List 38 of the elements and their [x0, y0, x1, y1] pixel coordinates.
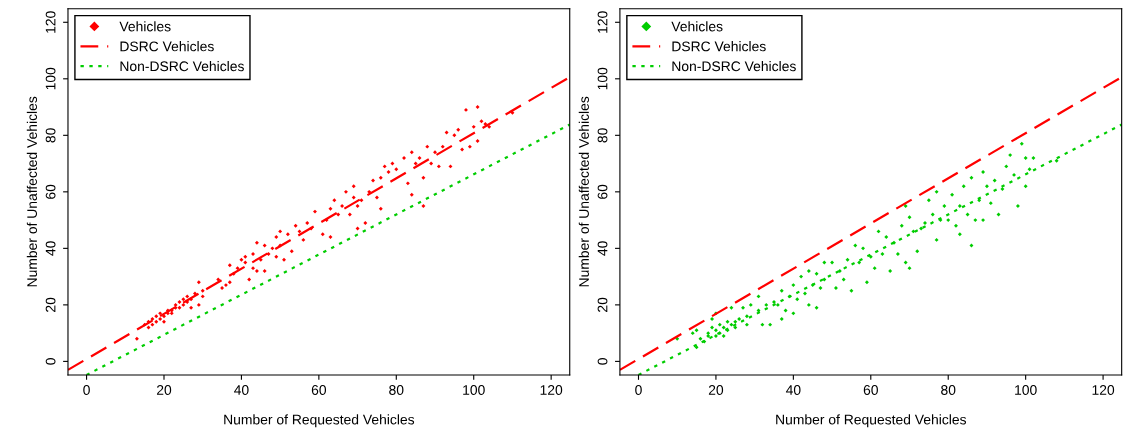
- legend-label: Non-DSRC Vehicles: [120, 61, 244, 72]
- x-tick-label: 0: [635, 385, 642, 395]
- y-tick-label: 80: [597, 128, 608, 143]
- x-tick-label: 60: [863, 385, 878, 395]
- y-axis-title: Number of Unaffected Vehicles: [578, 96, 589, 287]
- x-tick-label: 40: [785, 385, 801, 395]
- x-tick-label: 60: [311, 385, 327, 395]
- x-tick-label: 100: [463, 385, 485, 395]
- y-tick-label: 0: [597, 358, 608, 365]
- legend-label: DSRC Vehicles: [120, 41, 214, 52]
- y-tick-label: 20: [597, 297, 608, 312]
- legend-label: DSRC Vehicles: [672, 41, 766, 52]
- x-tick-label: 20: [156, 385, 172, 395]
- legend-label: Vehicles: [119, 21, 171, 32]
- y-tick-label: 120: [45, 11, 56, 33]
- x-tick-label: 40: [234, 385, 249, 395]
- x-tick-label: 80: [389, 385, 404, 395]
- legend-label: Vehicles: [671, 21, 723, 32]
- y-tick-label: 60: [597, 184, 608, 199]
- legend-label: Non-DSRC Vehicles: [672, 61, 796, 72]
- x-axis-title: Number of Requested Vehicles: [776, 414, 967, 428]
- y-tick-label: 40: [597, 241, 608, 256]
- y-tick-label: 100: [597, 67, 608, 90]
- y-axis-title: Number of Unaffected Vehicles: [26, 96, 38, 287]
- x-tick-label: 120: [540, 385, 563, 395]
- x-tick-label: 100: [1015, 385, 1037, 395]
- x-tick-label: 80: [941, 385, 956, 395]
- y-tick-label: 80: [45, 128, 56, 143]
- y-tick-label: 100: [45, 67, 56, 90]
- x-tick-label: 20: [708, 385, 724, 395]
- y-tick-label: 0: [45, 358, 56, 365]
- x-tick-label: 120: [1092, 385, 1115, 395]
- y-tick-label: 60: [45, 184, 56, 199]
- y-tick-label: 20: [45, 297, 56, 312]
- y-tick-label: 40: [45, 241, 56, 256]
- y-tick-label: 120: [597, 11, 608, 33]
- x-tick-label: 0: [83, 385, 90, 395]
- x-axis-title: Number of Requested Vehicles: [224, 414, 415, 428]
